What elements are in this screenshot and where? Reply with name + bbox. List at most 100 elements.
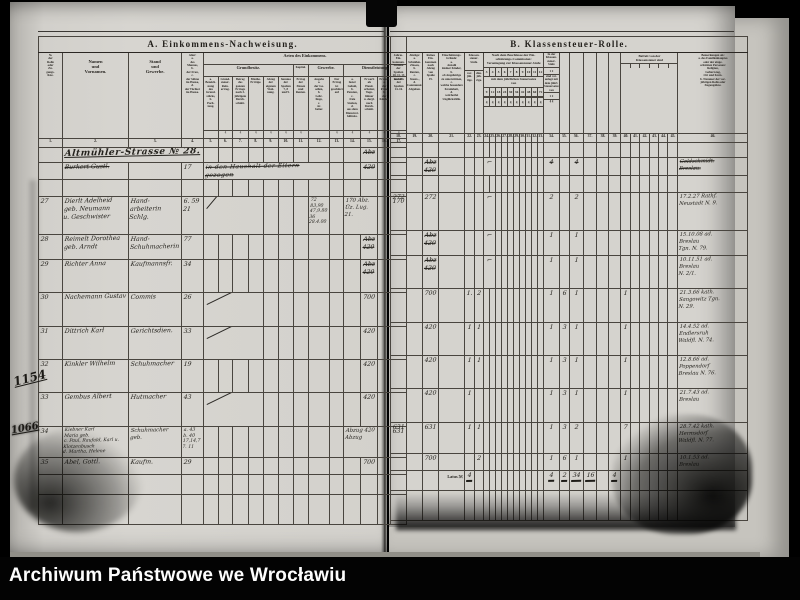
empty-cell <box>181 179 204 198</box>
entry-cell: 420 <box>422 321 440 356</box>
empty-cell <box>329 326 345 361</box>
table-row <box>390 489 749 521</box>
empty-cell <box>292 196 309 236</box>
column-number: 14. <box>343 138 362 148</box>
empty-cell <box>405 229 424 256</box>
col-einschaetzungsgruende: Einschätzungs- Gründe: a. Anzahl kleiner… <box>438 52 466 134</box>
empty-cell <box>292 147 309 163</box>
entry-cell: 1 <box>543 354 560 389</box>
empty-cell <box>596 354 610 389</box>
empty-cell <box>558 254 570 289</box>
empty-cell <box>202 426 219 459</box>
group-gewerbe: Gewerbe. <box>307 64 345 77</box>
empty-cell <box>277 196 294 236</box>
empty-cell <box>438 321 466 356</box>
commission-value: 48 <box>525 87 531 96</box>
empty-cell <box>667 142 679 158</box>
empty-cell <box>649 142 660 158</box>
entry-cell: 72 83,90 47,9.80 36 28.4.00 <box>307 196 331 236</box>
empty-cell <box>202 147 219 163</box>
empty-cell <box>620 229 632 256</box>
empty-cell <box>277 234 294 261</box>
empty-cell <box>568 174 584 193</box>
commission-value: ₰ <box>501 97 507 106</box>
empty-cell <box>630 469 641 491</box>
empty-cell <box>360 179 379 198</box>
commission-value: 36 <box>513 87 519 96</box>
entry-cell: in den Haushalt der Eltern gezogen <box>202 161 331 181</box>
empty-cell <box>307 292 331 328</box>
empty-cell <box>377 196 392 236</box>
empty-cell <box>667 469 679 491</box>
empty-cell <box>405 489 424 521</box>
empty-cell <box>639 421 651 454</box>
empty-cell <box>658 321 669 356</box>
archive-bar <box>0 557 800 600</box>
empty-cell <box>649 287 660 323</box>
empty-cell <box>608 142 622 158</box>
commission-value: ₰ <box>531 97 537 106</box>
entry-cell: 631 <box>422 421 440 454</box>
empty-cell <box>543 489 560 521</box>
entry-cell: 272 <box>390 191 407 231</box>
entry-cell: 14.4.52 ad. Endlersruh Waldfl. N. 74. <box>677 321 749 356</box>
scan-bottom-edge <box>10 552 760 557</box>
entry-cell: 1 <box>543 229 560 256</box>
entry-cell: 77 <box>181 234 204 261</box>
empty-cell <box>474 229 485 256</box>
empty-cell <box>667 191 679 231</box>
entry-cell: 1 <box>568 387 584 423</box>
empty-cell <box>231 426 249 459</box>
empty-cell <box>474 157 485 176</box>
empty-cell <box>390 142 407 158</box>
empty-cell <box>307 359 331 394</box>
column-number: 5. <box>202 138 219 148</box>
commission-value: ₰ <box>507 97 513 106</box>
table-row: Abz 420 ⌐ 1 1 15.10.08 ad. Breslau Tgn. N. 7… <box>390 229 749 256</box>
column-number: 19. <box>405 133 424 143</box>
rate-label: mit dem jährlichen Steuersatze von <box>491 76 537 85</box>
empty-cell <box>377 457 392 476</box>
empty-cell <box>568 142 584 158</box>
empty-cell <box>262 147 279 163</box>
entry-cell: 272 <box>422 191 440 231</box>
empty-cell <box>677 174 749 193</box>
rule-line-left <box>38 31 384 32</box>
sub-header: Der Ertrag ist geschätzt auf <box>329 76 345 131</box>
commission-value: 42 <box>519 87 525 96</box>
empty-cell <box>202 179 219 198</box>
col-abzuege: Abzüge: a. Schulden- Zinsen, b. Renten, … <box>405 52 424 134</box>
empty-cell <box>262 359 279 394</box>
befreit-sub-column <box>658 64 668 69</box>
empty-cell <box>181 474 204 496</box>
empty-cell <box>277 179 294 198</box>
empty-cell <box>262 426 279 459</box>
entry-cell: 2 <box>568 421 584 454</box>
column-number: 20. <box>422 133 440 143</box>
entry-cell: 31 <box>38 326 63 361</box>
empty-cell <box>390 489 407 521</box>
column-number: 37. <box>582 133 598 143</box>
unit-mark <box>307 130 331 139</box>
entry-cell: 2 <box>474 452 485 471</box>
empty-cell <box>438 157 466 176</box>
empty-cell <box>630 157 641 176</box>
empty-cell <box>292 457 309 476</box>
empty-cell <box>360 474 379 496</box>
column-number: 3. <box>127 138 183 148</box>
empty-cell <box>464 229 476 256</box>
befreit-sub-column <box>648 64 659 69</box>
empty-cell <box>292 426 309 459</box>
empty-cell <box>217 259 233 294</box>
commission-value: 24 <box>501 87 507 96</box>
empty-cell <box>329 234 345 261</box>
empty-cell <box>202 474 219 496</box>
sub-header: Betrag des ganzen Ertrags nach 3- jährig… <box>231 76 249 131</box>
empty-cell <box>608 321 622 356</box>
entry-cell: Abz 420 <box>422 229 440 256</box>
empty-cell <box>422 174 440 193</box>
empty-cell <box>307 392 331 428</box>
empty-cell <box>568 489 584 521</box>
empty-cell <box>630 191 641 231</box>
empty-cell <box>377 179 392 198</box>
